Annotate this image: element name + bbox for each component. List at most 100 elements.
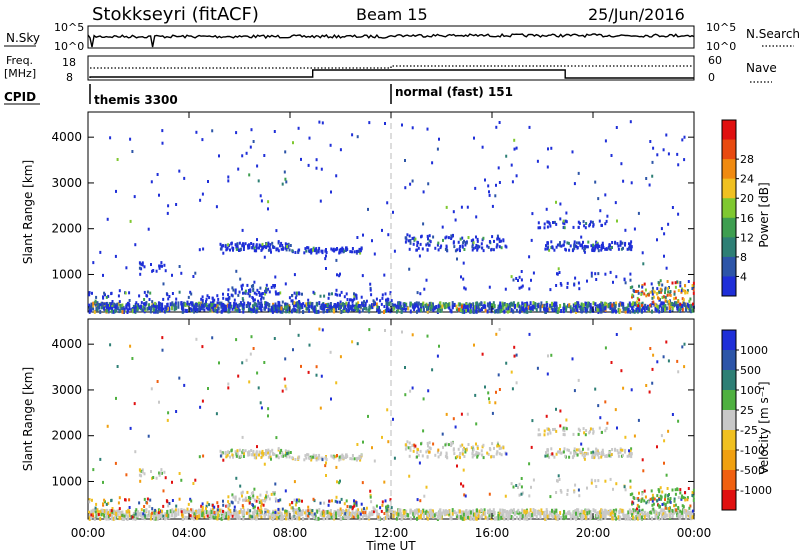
- velocity-cell: [505, 510, 508, 515]
- velocity-cell: [565, 515, 568, 520]
- velocity-cell: [478, 509, 481, 514]
- velocity-cell: [579, 450, 582, 454]
- velocity-cell: [582, 427, 585, 431]
- power-cell: [645, 177, 648, 180]
- power-cell: [252, 299, 255, 303]
- power-cell: [291, 249, 294, 253]
- velocity-cell: [680, 496, 683, 500]
- velocity-cell: [684, 491, 686, 495]
- power-cell: [189, 301, 192, 305]
- velocity-cell: [512, 485, 515, 489]
- power-cell: [384, 122, 386, 125]
- power-cell: [577, 303, 580, 308]
- velocity-cell: [585, 429, 588, 432]
- velocity-cell: [149, 516, 152, 521]
- power-cell: [182, 302, 185, 307]
- power-cell: [319, 305, 322, 310]
- power-cell: [107, 294, 110, 298]
- velocity-cell: [463, 455, 466, 458]
- velocity-cell: [298, 508, 301, 512]
- power-cell: [641, 285, 644, 289]
- power-cell: [532, 271, 535, 275]
- power-cell: [444, 236, 447, 240]
- velocity-cell: [265, 495, 267, 499]
- power-cell: [259, 286, 262, 290]
- power-cell: [630, 248, 633, 252]
- velocity-cell: [620, 369, 623, 373]
- velocity-cell: [186, 507, 189, 511]
- velocity-cell: [581, 514, 584, 519]
- velocity-cell: [365, 513, 368, 518]
- velocity-cell: [655, 515, 658, 520]
- velocity-cell: [667, 497, 670, 501]
- velocity-cell: [274, 510, 277, 514]
- velocity-cell: [211, 503, 214, 507]
- velocity-cell: [201, 399, 204, 403]
- power-cell: [175, 203, 178, 206]
- velocity-cell: [537, 511, 540, 516]
- power-cell: [291, 301, 294, 306]
- power-cell: [677, 289, 680, 292]
- power-cell: [617, 308, 620, 313]
- power-cell: [288, 307, 291, 311]
- velocity-cell: [416, 451, 419, 455]
- power-cell: [597, 272, 600, 276]
- velocity-cell: [588, 510, 591, 515]
- velocity-cell: [201, 513, 204, 518]
- velocity-cell: [115, 396, 117, 400]
- velocity-cell: [604, 346, 607, 350]
- power-cell: [201, 299, 204, 302]
- power-cell: [277, 292, 280, 296]
- power-cell: [629, 278, 632, 282]
- power-cell: [600, 309, 603, 314]
- power-cell: [220, 303, 223, 308]
- power-cell: [403, 303, 406, 308]
- power-cell: [95, 307, 98, 312]
- velocity-cell: [364, 508, 367, 513]
- velocity-cell: [376, 512, 379, 517]
- power-cell: [227, 293, 230, 297]
- power-cell: [668, 301, 671, 306]
- velocity-cell: [421, 510, 423, 514]
- power-cell: [566, 241, 569, 245]
- velocity-cell: [245, 358, 248, 362]
- nave-tick-bottom: 0: [708, 71, 715, 84]
- velocity-cell: [420, 512, 422, 517]
- velocity-cell: [151, 507, 154, 511]
- velocity-cell: [195, 337, 198, 341]
- power-cell: [662, 295, 665, 299]
- velocity-cell: [442, 445, 444, 449]
- power-cell: [225, 248, 228, 252]
- power-cell: [669, 290, 672, 293]
- power-cell: [497, 306, 500, 311]
- power-cell: [577, 225, 580, 229]
- power-cell: [226, 246, 229, 250]
- velocity-cell: [467, 443, 470, 446]
- velocity-cell: [423, 494, 426, 498]
- velocity-cell: [146, 513, 149, 518]
- velocity-cell: [184, 510, 187, 514]
- velocity-cell: [244, 449, 247, 453]
- velocity-cell: [553, 455, 556, 459]
- velocity-cell: [119, 515, 122, 520]
- power-cell: [461, 245, 464, 249]
- noise-tick-right-top: 10^5: [706, 21, 736, 34]
- velocity-cell: [627, 515, 630, 520]
- power-cell: [126, 303, 128, 307]
- power-cell: [111, 300, 114, 303]
- power-cell: [223, 304, 226, 309]
- velocity-cell: [476, 455, 479, 459]
- velocity-cell: [691, 494, 694, 497]
- velocity-cell: [631, 502, 633, 506]
- velocity-cell: [576, 511, 579, 516]
- power-cell: [187, 295, 190, 299]
- power-cell: [206, 307, 209, 311]
- velocity-cell: [615, 333, 618, 336]
- velocity-cell: [628, 449, 630, 453]
- velocity-cell: [368, 512, 371, 517]
- power-cell: [631, 285, 634, 289]
- velocity-cell: [660, 497, 663, 501]
- power-cbar-swatch: [722, 237, 736, 258]
- velocity-cell: [439, 453, 442, 457]
- velocity-cell: [265, 512, 268, 516]
